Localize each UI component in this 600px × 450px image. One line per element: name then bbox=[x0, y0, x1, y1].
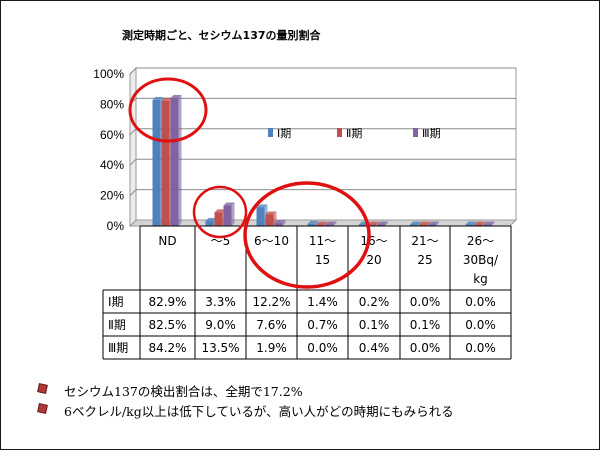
data-label: 1.4% bbox=[307, 295, 338, 309]
x-tick-label: 11〜 bbox=[309, 234, 336, 248]
y-tick-label: 20% bbox=[100, 189, 124, 203]
y-tick-label: 0% bbox=[107, 219, 125, 233]
data-label: 9.0% bbox=[205, 318, 236, 332]
data-label: 84.2% bbox=[148, 341, 186, 355]
data-label: 0.1% bbox=[359, 318, 390, 332]
data-label: 0.0% bbox=[465, 341, 496, 355]
y-tick-label: 80% bbox=[100, 97, 124, 111]
bar bbox=[410, 221, 421, 226]
data-label: 0.0% bbox=[465, 295, 496, 309]
bar bbox=[170, 95, 182, 227]
legend-label: Ⅱ期 bbox=[346, 127, 362, 140]
bullet-icon bbox=[37, 403, 48, 414]
x-tick-label: ND bbox=[158, 234, 176, 248]
gridline bbox=[129, 189, 516, 196]
data-label: 82.5% bbox=[148, 318, 186, 332]
gridline bbox=[129, 158, 516, 166]
back-wall bbox=[135, 67, 517, 221]
x-tick-label: 6〜10 bbox=[254, 234, 289, 248]
data-label: 13.5% bbox=[201, 341, 239, 355]
table-row-label: Ⅲ期 bbox=[108, 341, 128, 355]
data-label: 1.9% bbox=[256, 341, 287, 355]
x-tick-label: 26〜 bbox=[467, 234, 494, 248]
bar bbox=[368, 221, 379, 226]
bullet-icon bbox=[37, 383, 48, 394]
chart-title: 測定時期ごと、セシウム137の量別割合 bbox=[122, 29, 321, 42]
data-label: 0.0% bbox=[307, 341, 338, 355]
bar bbox=[419, 221, 430, 226]
data-label: 0.7% bbox=[307, 318, 338, 332]
legend-swatch bbox=[268, 128, 273, 137]
bar bbox=[474, 221, 486, 226]
gridline bbox=[129, 67, 516, 75]
x-tick-label: 30Bq/ bbox=[463, 253, 499, 267]
x-tick-label: 15 bbox=[315, 253, 330, 267]
y-tick-label: 40% bbox=[100, 158, 124, 172]
x-tick-label: 20 bbox=[366, 253, 381, 267]
data-label: 0.2% bbox=[359, 295, 390, 309]
bar bbox=[428, 221, 439, 226]
data-label: 7.6% bbox=[256, 318, 287, 332]
bar bbox=[316, 221, 328, 226]
legend-label: Ⅲ期 bbox=[422, 127, 441, 140]
x-tick-label: 16〜 bbox=[360, 234, 387, 248]
data-label: 3.3% bbox=[205, 295, 236, 309]
x-tick-label: 21〜 bbox=[411, 234, 438, 248]
annotation-circle bbox=[128, 77, 208, 143]
bar bbox=[377, 221, 388, 226]
bar bbox=[325, 221, 337, 226]
legend-label: Ⅰ期 bbox=[277, 127, 291, 140]
x-tick-label: 25 bbox=[417, 253, 432, 267]
bar bbox=[465, 221, 477, 226]
table-row-label: Ⅱ期 bbox=[108, 318, 126, 332]
bar bbox=[274, 220, 286, 226]
side-wall bbox=[129, 66, 137, 228]
data-label: 0.1% bbox=[410, 318, 441, 332]
data-label: 0.0% bbox=[410, 341, 441, 355]
annotation-circle bbox=[243, 181, 371, 289]
y-tick-label: 60% bbox=[100, 128, 124, 142]
bar bbox=[483, 221, 495, 226]
legend-swatch bbox=[337, 128, 342, 137]
data-label: 0.0% bbox=[410, 295, 441, 309]
data-label: 0.4% bbox=[359, 341, 390, 355]
bar bbox=[307, 220, 319, 226]
x-tick-label: kg bbox=[473, 272, 488, 286]
annotation-circle bbox=[192, 185, 248, 239]
y-tick-label: 100% bbox=[93, 67, 124, 81]
data-label: 0.0% bbox=[465, 318, 496, 332]
legend-swatch bbox=[413, 128, 418, 137]
bar bbox=[223, 202, 235, 226]
bullet-text: セシウム137の検出割合は、全期で17.2% bbox=[64, 384, 303, 399]
data-label: 82.9% bbox=[148, 295, 186, 309]
table-row-label: Ⅰ期 bbox=[108, 295, 124, 309]
bullet-text: 6ベクレル/kg以上は低下しているが、高い人がどの時期にもみられる bbox=[64, 404, 454, 419]
data-label: 12.2% bbox=[252, 295, 290, 309]
